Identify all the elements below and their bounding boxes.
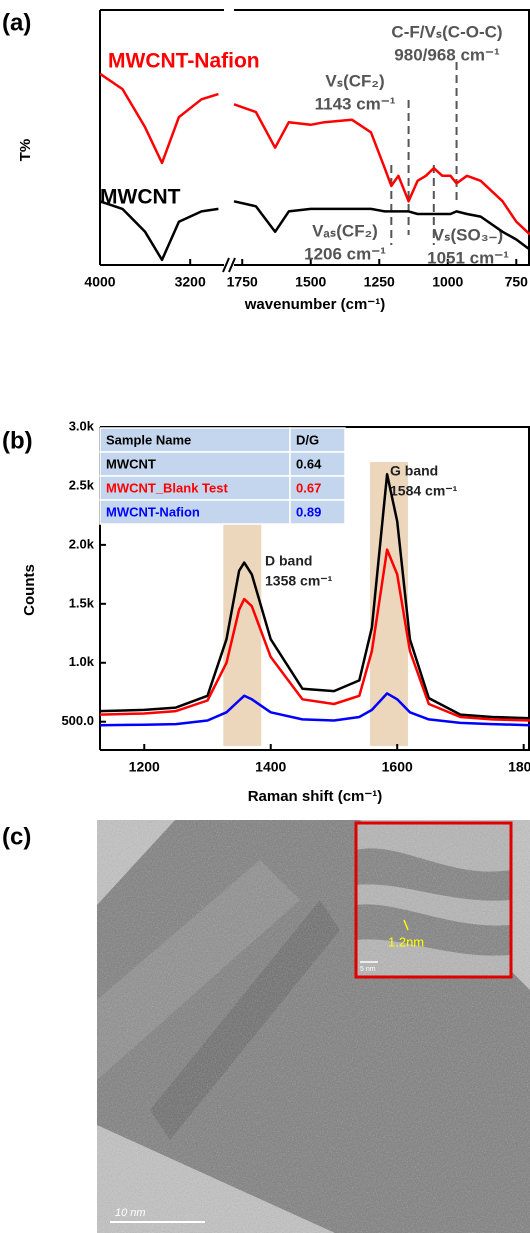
x-tick-label: 1600: [382, 759, 413, 775]
table-text: MWCNT: [106, 456, 156, 471]
series-line: [99, 548, 530, 722]
table-cell: [99, 451, 291, 477]
x-tick-label: 3200: [175, 274, 206, 290]
y-tick-label: 3.0k: [69, 418, 95, 433]
table-text: 0.67: [296, 480, 321, 495]
table-cell: [99, 427, 291, 453]
panel-label: (b): [2, 427, 33, 454]
band-label: 1584 cm⁻¹: [390, 483, 458, 499]
x-tick-label: 1800: [508, 759, 530, 775]
x-tick-label: 1250: [364, 274, 395, 290]
table-text: Sample Name: [106, 432, 191, 447]
inset: 1.2nm 5 nm: [354, 821, 513, 979]
inset-texture: [356, 823, 511, 977]
y-axis-label: T%: [17, 139, 34, 162]
x-tick-label: 1400: [255, 759, 286, 775]
series-line: [233, 103, 530, 236]
x-axis-label: Raman shift (cm⁻¹): [248, 788, 383, 805]
band-label: G band: [390, 463, 438, 479]
y-tick-label: 1.0k: [69, 654, 95, 669]
panel-label: (a): [2, 9, 31, 36]
band-label: 1358 cm⁻¹: [265, 573, 333, 589]
table-cell: [99, 499, 291, 525]
table-cell: [289, 499, 346, 525]
annotation: C-F/Vₛ(C-O-C): [391, 22, 502, 41]
series-line: [99, 472, 530, 720]
x-tick-label: 1200: [129, 759, 160, 775]
chart-panel: D band 1358 cm⁻¹ G band 1584 cm⁻¹ 1200 1400 16…: [2, 418, 530, 805]
table-text: 0.64: [296, 456, 322, 471]
x-tick-label: 1000: [432, 274, 463, 290]
y-tick-label: 500.0: [61, 713, 94, 728]
table-cell: [289, 475, 346, 501]
band-label: D band: [265, 553, 312, 569]
annotation: Vₐₛ(CF₂): [312, 221, 378, 240]
y-tick-label: 1.5k: [69, 595, 95, 610]
axis-break: [228, 257, 236, 273]
x-axis-label: wavenumber (cm⁻¹): [244, 296, 385, 313]
x-tick-label: 1750: [227, 274, 258, 290]
y-tick-label: 2.0k: [69, 536, 95, 551]
series-line: [233, 200, 530, 251]
y-tick-label: 2.5k: [69, 477, 95, 492]
series-line: [99, 72, 219, 165]
scale-bar-label: 10 nm: [115, 1207, 146, 1219]
inset-scale-label: 5 nm: [360, 966, 376, 973]
table-text: MWCNT-Nafion: [106, 504, 200, 519]
y-axis-label: Counts: [21, 564, 38, 616]
series-line: [99, 692, 530, 727]
annotation: 1206 cm⁻¹: [304, 244, 386, 263]
tem-image-panel: (c) 10 nm 1.2nm 5 nm: [2, 820, 530, 1233]
panel-label: (c): [2, 823, 31, 850]
series-line: [99, 200, 219, 262]
series-label: MWCNT: [100, 186, 181, 209]
table-text: MWCNT_Blank Test: [106, 480, 228, 495]
x-tick-label: 750: [505, 274, 529, 290]
annotation: Vₛ(SO₃₋): [433, 225, 503, 244]
annotation: 1051 cm⁻¹: [427, 248, 509, 267]
table-text: 0.89: [296, 504, 321, 519]
annotation: Vₛ(CF₂): [325, 71, 384, 90]
inset-annotation: 1.2nm: [388, 934, 424, 949]
annotation: 980/968 cm⁻¹: [394, 45, 500, 64]
table-text: D/G: [296, 432, 319, 447]
inset-frame: [354, 821, 513, 979]
chart-panel: 4000 3200 1750 1500 1250 1000 750 Vₛ(CF₂) 1143 c…: [2, 9, 530, 313]
inset-marker: [403, 919, 409, 931]
x-tick-label: 1500: [295, 274, 326, 290]
annotation: 1143 cm⁻¹: [315, 94, 396, 113]
series-label: MWCNT-Nafion: [108, 50, 260, 73]
table-cell: [289, 451, 346, 477]
x-tick-label: 4000: [84, 274, 115, 290]
axis-break: [222, 257, 230, 273]
